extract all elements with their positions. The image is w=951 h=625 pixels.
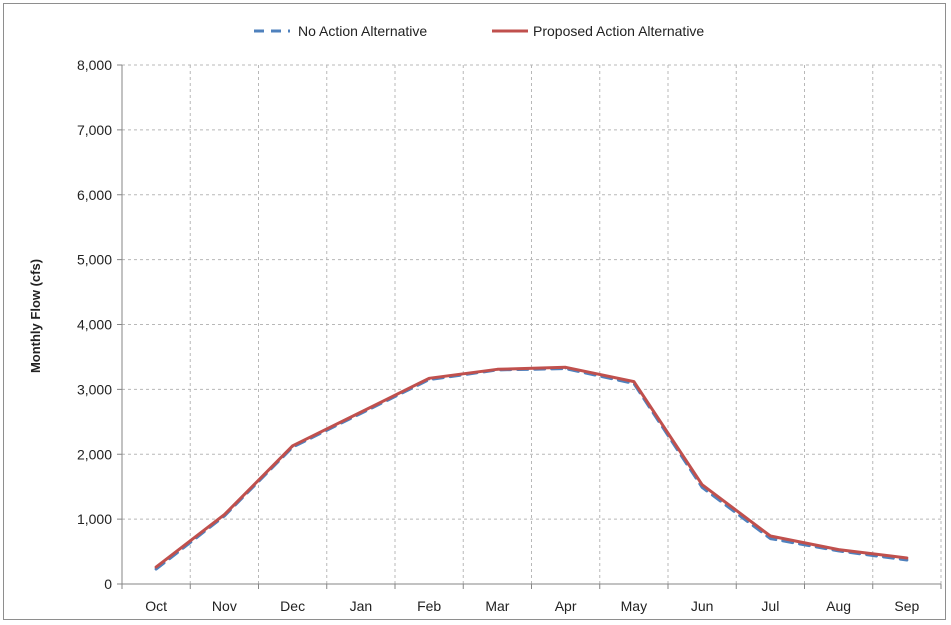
series-line-0 (154, 367, 909, 571)
chart-svg: No Action Alternative Proposed Action Al… (28, 23, 942, 614)
data-point-series-0 (155, 568, 157, 570)
y-tick-label: 6,000 (77, 187, 112, 203)
data-point-series-1 (633, 380, 635, 383)
legend-label-no-action: No Action Alternative (298, 23, 427, 39)
chart-frame: No Action Alternative Proposed Action Al… (3, 3, 946, 620)
x-tick-label: Apr (555, 598, 577, 614)
data-point-series-1 (223, 513, 226, 516)
data-point-series-0 (701, 486, 703, 489)
x-tick-label: Oct (145, 598, 167, 614)
data-point-series-1 (496, 368, 499, 371)
legend: No Action Alternative Proposed Action Al… (254, 23, 704, 39)
y-tick-label: 7,000 (77, 122, 112, 138)
data-point-series-1 (155, 566, 157, 568)
x-tick-label: Jan (350, 598, 373, 614)
data-point-series-1 (769, 535, 772, 537)
data-point-series-1 (564, 366, 567, 369)
y-tick-labels: 0 1,000 2,000 3,000 4,000 5,000 6,000 7,000 8,00… (77, 57, 112, 592)
x-tick-label: Mar (485, 598, 509, 614)
x-tick-label: Nov (212, 598, 237, 614)
x-tick-label: May (621, 598, 647, 614)
x-tick-label: Jul (761, 598, 779, 614)
y-tick-label: 0 (104, 576, 112, 592)
y-tick-label: 8,000 (77, 57, 112, 73)
x-tick-label: Dec (280, 598, 305, 614)
x-tick-label: Aug (826, 598, 851, 614)
data-point-series-0 (769, 537, 772, 540)
data-point-series-1 (906, 557, 908, 559)
x-tick-label: Sep (894, 598, 919, 614)
data-point-series-1 (291, 445, 294, 447)
y-tick-label: 4,000 (77, 317, 112, 333)
gridlines (122, 64, 942, 584)
data-point-series-1 (428, 377, 430, 380)
axes (117, 64, 942, 589)
x-tick-labels: Oct Nov Dec Jan Feb Mar Apr May Jun Jul Aug Sep (145, 598, 919, 614)
y-axis-title: Monthly Flow (cfs) (28, 259, 43, 373)
y-tick-label: 2,000 (77, 446, 112, 462)
data-point-series-1 (837, 548, 840, 551)
series-line-1 (154, 365, 909, 569)
data-point-series-0 (906, 559, 908, 561)
y-tick-label: 3,000 (77, 381, 112, 397)
y-tick-label: 1,000 (77, 511, 112, 527)
data-point-series-1 (360, 411, 362, 413)
series-lines (154, 365, 909, 571)
x-tick-label: Jun (691, 598, 714, 614)
data-point-series-1 (701, 483, 703, 486)
y-tick-label: 5,000 (77, 252, 112, 268)
legend-label-proposed: Proposed Action Alternative (533, 23, 704, 39)
x-tick-label: Feb (417, 598, 441, 614)
